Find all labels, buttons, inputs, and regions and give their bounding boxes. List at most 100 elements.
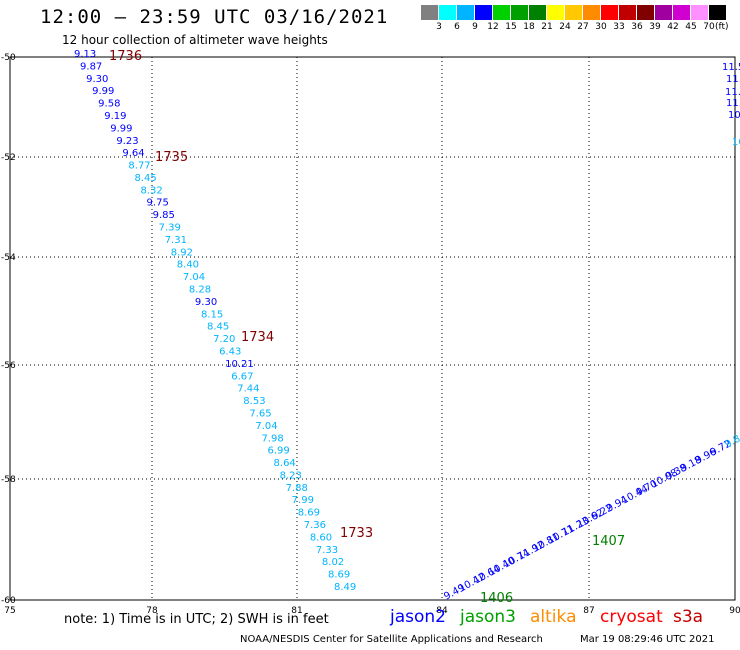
scale-label: 33 xyxy=(613,22,625,32)
wave-height-label: 6.67 xyxy=(231,371,253,382)
lat-tick-label: -50 xyxy=(1,53,16,63)
wave-height-label: 9.75 xyxy=(147,198,169,209)
page-title: 12:00 — 23:59 UTC 03/16/2021 xyxy=(40,6,389,28)
scale-swatch xyxy=(601,5,618,20)
scale-swatch xyxy=(655,5,672,20)
wave-height-label: 7.20 xyxy=(213,334,235,345)
wave-height-label: 8.53 xyxy=(243,396,265,407)
satellite-legend-item: jason2 xyxy=(390,607,446,627)
scale-label: 70 xyxy=(703,22,715,32)
scale-label: 15 xyxy=(505,22,517,32)
wave-height-label: 7.31 xyxy=(165,235,187,246)
satellite-legend-item: altika xyxy=(530,607,577,627)
wave-height-label: 9.30 xyxy=(195,297,217,308)
time-marker-label: 1407 xyxy=(592,534,625,549)
satellite-legend-item: s3a xyxy=(673,607,704,627)
wave-height-label: 8.92 xyxy=(171,247,193,258)
scale-swatch xyxy=(637,5,654,20)
wave-height-label: 7.88 xyxy=(286,483,308,494)
lat-tick-label: -60 xyxy=(1,596,16,606)
footer-note: note: 1) Time is in UTC; 2) SWH is in fe… xyxy=(64,612,329,627)
scale-swatch xyxy=(583,5,600,20)
wave-height-label: 10.21 xyxy=(225,359,254,370)
lon-tick-label: 75 xyxy=(4,606,15,616)
scale-swatch xyxy=(547,5,564,20)
lon-tick-label: 81 xyxy=(291,606,302,616)
wave-height-label: 9.58 xyxy=(98,99,120,110)
wave-height-label: 9.23 xyxy=(116,136,138,147)
page-subtitle: 12 hour collection of altimeter wave hei… xyxy=(62,33,328,47)
time-marker-label: 1406 xyxy=(480,591,513,606)
scale-swatch xyxy=(709,5,726,20)
wave-height-label: 11.5 xyxy=(722,62,740,73)
lon-tick-label: 87 xyxy=(583,606,594,616)
satellite-legend-item: jason3 xyxy=(460,607,516,627)
wave-height-label: 7.04 xyxy=(183,272,205,283)
wave-height-label: 9.99 xyxy=(92,86,114,97)
wave-height-label: 11. xyxy=(726,98,740,109)
wave-height-label: 7.44 xyxy=(237,384,259,395)
scale-swatch xyxy=(439,5,456,20)
map-grid xyxy=(10,57,735,600)
scale-label: 18 xyxy=(523,22,535,32)
lon-tick-label: 84 xyxy=(436,606,448,616)
wave-height-label: 8.69 xyxy=(298,508,320,519)
lat-tick-label: -54 xyxy=(1,253,16,263)
wave-height-label: 6.99 xyxy=(267,446,289,457)
wave-height-label: 8.23 xyxy=(280,470,302,481)
scale-swatch xyxy=(529,5,546,20)
lat-tick-label: -52 xyxy=(1,153,16,163)
wave-height-label: 8.02 xyxy=(322,557,344,568)
wave-height-label: 9.85 xyxy=(153,210,175,221)
wave-height-label: 9.8 xyxy=(723,433,740,450)
wave-height-label: 10 xyxy=(732,137,740,148)
lon-tick-label: 90 xyxy=(729,606,740,616)
wave-height-label: 7.98 xyxy=(261,433,283,444)
color-scale-legend: (ft) 3 6 9 12 15 18 21 24 27 30 33 36 39 42 45 70 xyxy=(421,5,731,35)
wave-height-label: 8.15 xyxy=(201,309,223,320)
scale-swatch xyxy=(457,5,474,20)
scale-label: 36 xyxy=(631,22,643,32)
scale-label: 30 xyxy=(595,22,607,32)
scale-label: 3 xyxy=(436,22,442,32)
wave-height-label: 8.32 xyxy=(141,185,163,196)
timestamp: Mar 19 08:29:46 UTC 2021 xyxy=(580,634,715,645)
scale-swatch xyxy=(565,5,582,20)
satellite-legend-item: cryosat xyxy=(600,607,663,627)
wave-height-label: 8.45 xyxy=(207,322,229,333)
wave-height-label: 7.33 xyxy=(316,545,338,556)
wave-height-label: 9.87 xyxy=(80,61,102,72)
time-marker-label: 1736 xyxy=(109,49,142,64)
scale-swatch xyxy=(475,5,492,20)
scale-label: 27 xyxy=(577,22,589,32)
time-marker-label: 1733 xyxy=(340,526,373,541)
scale-label: 9 xyxy=(472,22,478,32)
wave-height-label: 10. xyxy=(728,110,740,121)
wave-height-label: 9.19 xyxy=(104,111,126,122)
wave-height-label: 8.60 xyxy=(310,532,332,543)
wave-height-label: 7.65 xyxy=(249,408,271,419)
scale-label: 45 xyxy=(685,22,697,32)
wave-height-label: 9.64 xyxy=(122,148,144,159)
scale-label: 12 xyxy=(487,22,499,32)
wave-height-label: 11. xyxy=(725,87,740,98)
scale-swatch xyxy=(619,5,636,20)
wave-height-label: 8.49 xyxy=(334,582,356,593)
scale-swatch xyxy=(691,5,708,20)
scale-swatch xyxy=(511,5,528,20)
wave-height-label: 9.99 xyxy=(110,123,132,134)
scale-swatch xyxy=(493,5,510,20)
wave-height-label: 7.99 xyxy=(292,495,314,506)
wave-height-label: 8.64 xyxy=(274,458,296,469)
wave-height-label: 7.39 xyxy=(159,223,181,234)
map-frame xyxy=(9,56,736,601)
time-marker-label: 1735 xyxy=(155,150,188,165)
altimeter-tracks: 9.139.879.309.999.589.199.999.239.648.77… xyxy=(74,49,740,603)
wave-height-label: 8.40 xyxy=(177,260,199,271)
time-markers: 1736 1735 1734 1733 1406 1407 xyxy=(109,49,625,606)
scale-label: 42 xyxy=(667,22,679,32)
scale-swatch xyxy=(673,5,690,20)
lon-tick-label: 78 xyxy=(146,606,158,616)
axis-ticks: 75 78 81 84 87 90 -50 -52 -54 -56 -58 -60 xyxy=(1,53,740,616)
